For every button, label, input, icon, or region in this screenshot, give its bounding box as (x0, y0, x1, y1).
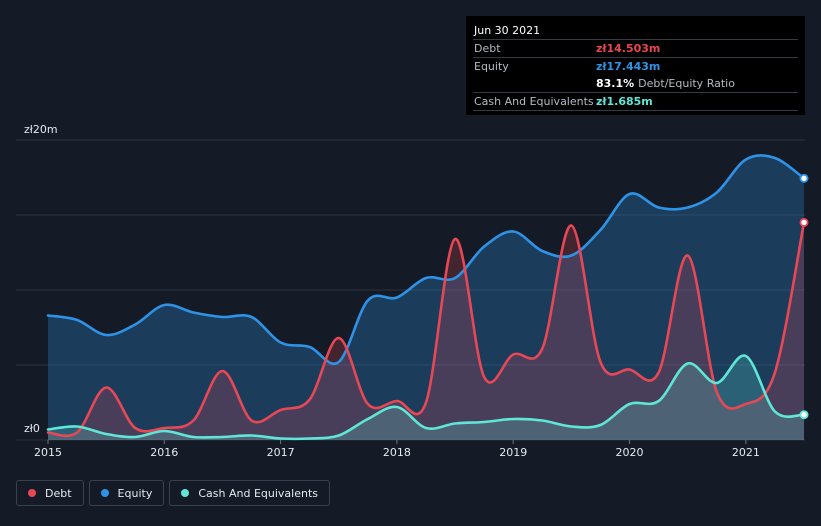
tooltip-ratio-value: 83.1% (596, 77, 635, 90)
tooltip-cash-value: zł1.685m (596, 95, 653, 108)
tooltip-cash-label: Cash And Equivalents (474, 95, 594, 108)
x-tick-label: 2016 (150, 446, 178, 459)
tooltip: Jun 30 2021 Debt zł14.503m Equity zł17.4… (466, 16, 805, 115)
y-axis-bottom-label: zł0 (24, 422, 40, 435)
tooltip-equity-label: Equity (474, 60, 509, 73)
endpoint-debt (799, 217, 809, 227)
tooltip-equity-value: zł17.443m (596, 60, 661, 73)
tooltip-row-ratio: 83.1% Debt/Equity Ratio (473, 75, 798, 92)
area-cash-and-equivalents (48, 355, 804, 440)
legend-label-debt: Debt (45, 486, 72, 500)
series-areas (48, 155, 804, 440)
line-cash-and-equivalents (46, 354, 806, 441)
y-axis-top-label: zł20m (24, 123, 58, 136)
tooltip-row-debt: Debt zł14.503m (473, 39, 798, 57)
tooltip-row-equity: Equity zł17.443m (473, 57, 798, 75)
endpoint-cash-and-equivalents (799, 410, 809, 420)
legend-label-cash: Cash And Equivalents (198, 486, 318, 500)
x-tick-label: 2021 (732, 446, 760, 459)
legend-item-cash[interactable]: Cash And Equivalents (169, 480, 330, 506)
tooltip-debt-value: zł14.503m (596, 42, 661, 55)
series-lines (46, 154, 806, 441)
endpoint-equity (799, 173, 809, 183)
tooltip-date: Jun 30 2021 (474, 24, 541, 37)
tooltip-ratio-label: Debt/Equity Ratio (638, 77, 735, 90)
area-equity (48, 155, 804, 440)
area-debt (48, 222, 804, 440)
legend: Debt Equity Cash And Equivalents (16, 480, 335, 506)
series-endpoints (799, 173, 809, 420)
line-equity (46, 154, 806, 366)
x-axis: 2015 2016 2017 2018 2019 2020 2021 (34, 440, 760, 459)
x-tick-label: 2017 (267, 446, 295, 459)
tooltip-debt-label: Debt (474, 42, 501, 55)
legend-label-equity: Equity (117, 486, 153, 500)
tooltip-row-cash: Cash And Equivalents zł1.685m (473, 92, 798, 110)
legend-dot-equity (100, 489, 109, 497)
x-tick-label: 2019 (499, 446, 527, 459)
legend-dot-debt (28, 489, 36, 497)
line-debt (46, 221, 806, 438)
legend-item-debt[interactable]: Debt (16, 480, 84, 506)
x-tick-label: 2018 (383, 446, 411, 459)
legend-item-equity[interactable]: Equity (88, 480, 165, 506)
legend-dot-cash (181, 489, 190, 497)
x-tick-label: 2020 (616, 446, 644, 459)
x-tick-label: 2015 (34, 446, 62, 459)
